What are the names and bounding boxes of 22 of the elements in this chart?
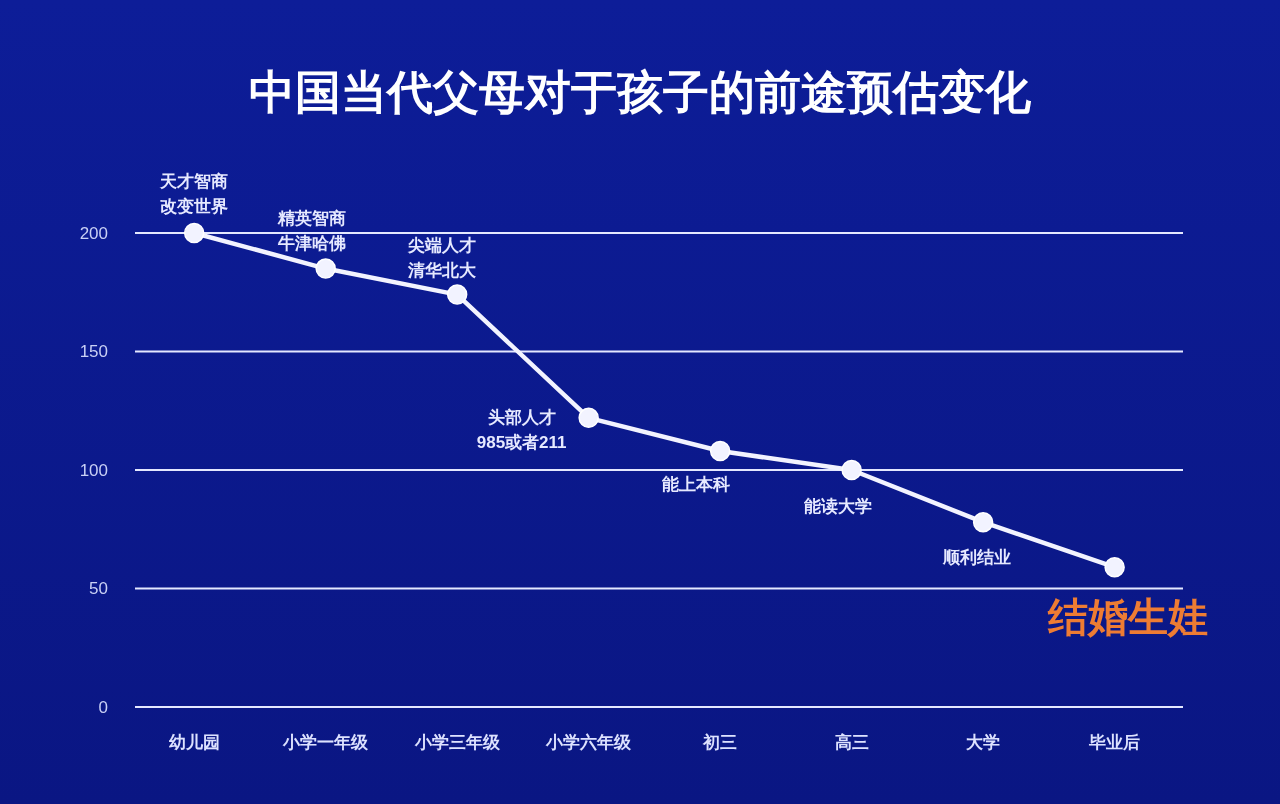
annotation: 天才智商改变世界 <box>160 172 229 216</box>
x-tick-label: 小学三年级 <box>414 732 500 752</box>
annotation: 顺利结业 <box>943 547 1012 567</box>
x-tick-label: 小学六年级 <box>546 732 632 752</box>
annotation: 结婚生娃 <box>1047 595 1208 640</box>
x-tick-label: 高三 <box>834 732 869 752</box>
x-tick-label: 幼儿园 <box>168 732 220 752</box>
x-tick-label: 小学一年级 <box>283 732 369 752</box>
y-tick-label: 150 <box>79 342 108 361</box>
annotation: 能上本科 <box>662 474 731 494</box>
annotation: 头部人才985或者211 <box>476 407 567 452</box>
title: 中国当代父母对于孩子的前途预估变化 <box>249 66 1031 118</box>
x-tick-label: 毕业后 <box>1089 732 1141 752</box>
y-tick-label: 200 <box>79 223 108 243</box>
x-tick-label: 初三 <box>703 732 738 752</box>
y-tick-label: 100 <box>79 460 108 480</box>
x-tick-label: 大学 <box>966 732 1001 752</box>
annotation: 精英智商牛津哈佛 <box>277 208 346 253</box>
annotation: 能读大学 <box>803 496 872 516</box>
y-tick-label: 0 <box>98 697 108 717</box>
y-tick-label: 50 <box>89 579 108 598</box>
annotation: 尖端人才清华北大 <box>408 235 477 280</box>
